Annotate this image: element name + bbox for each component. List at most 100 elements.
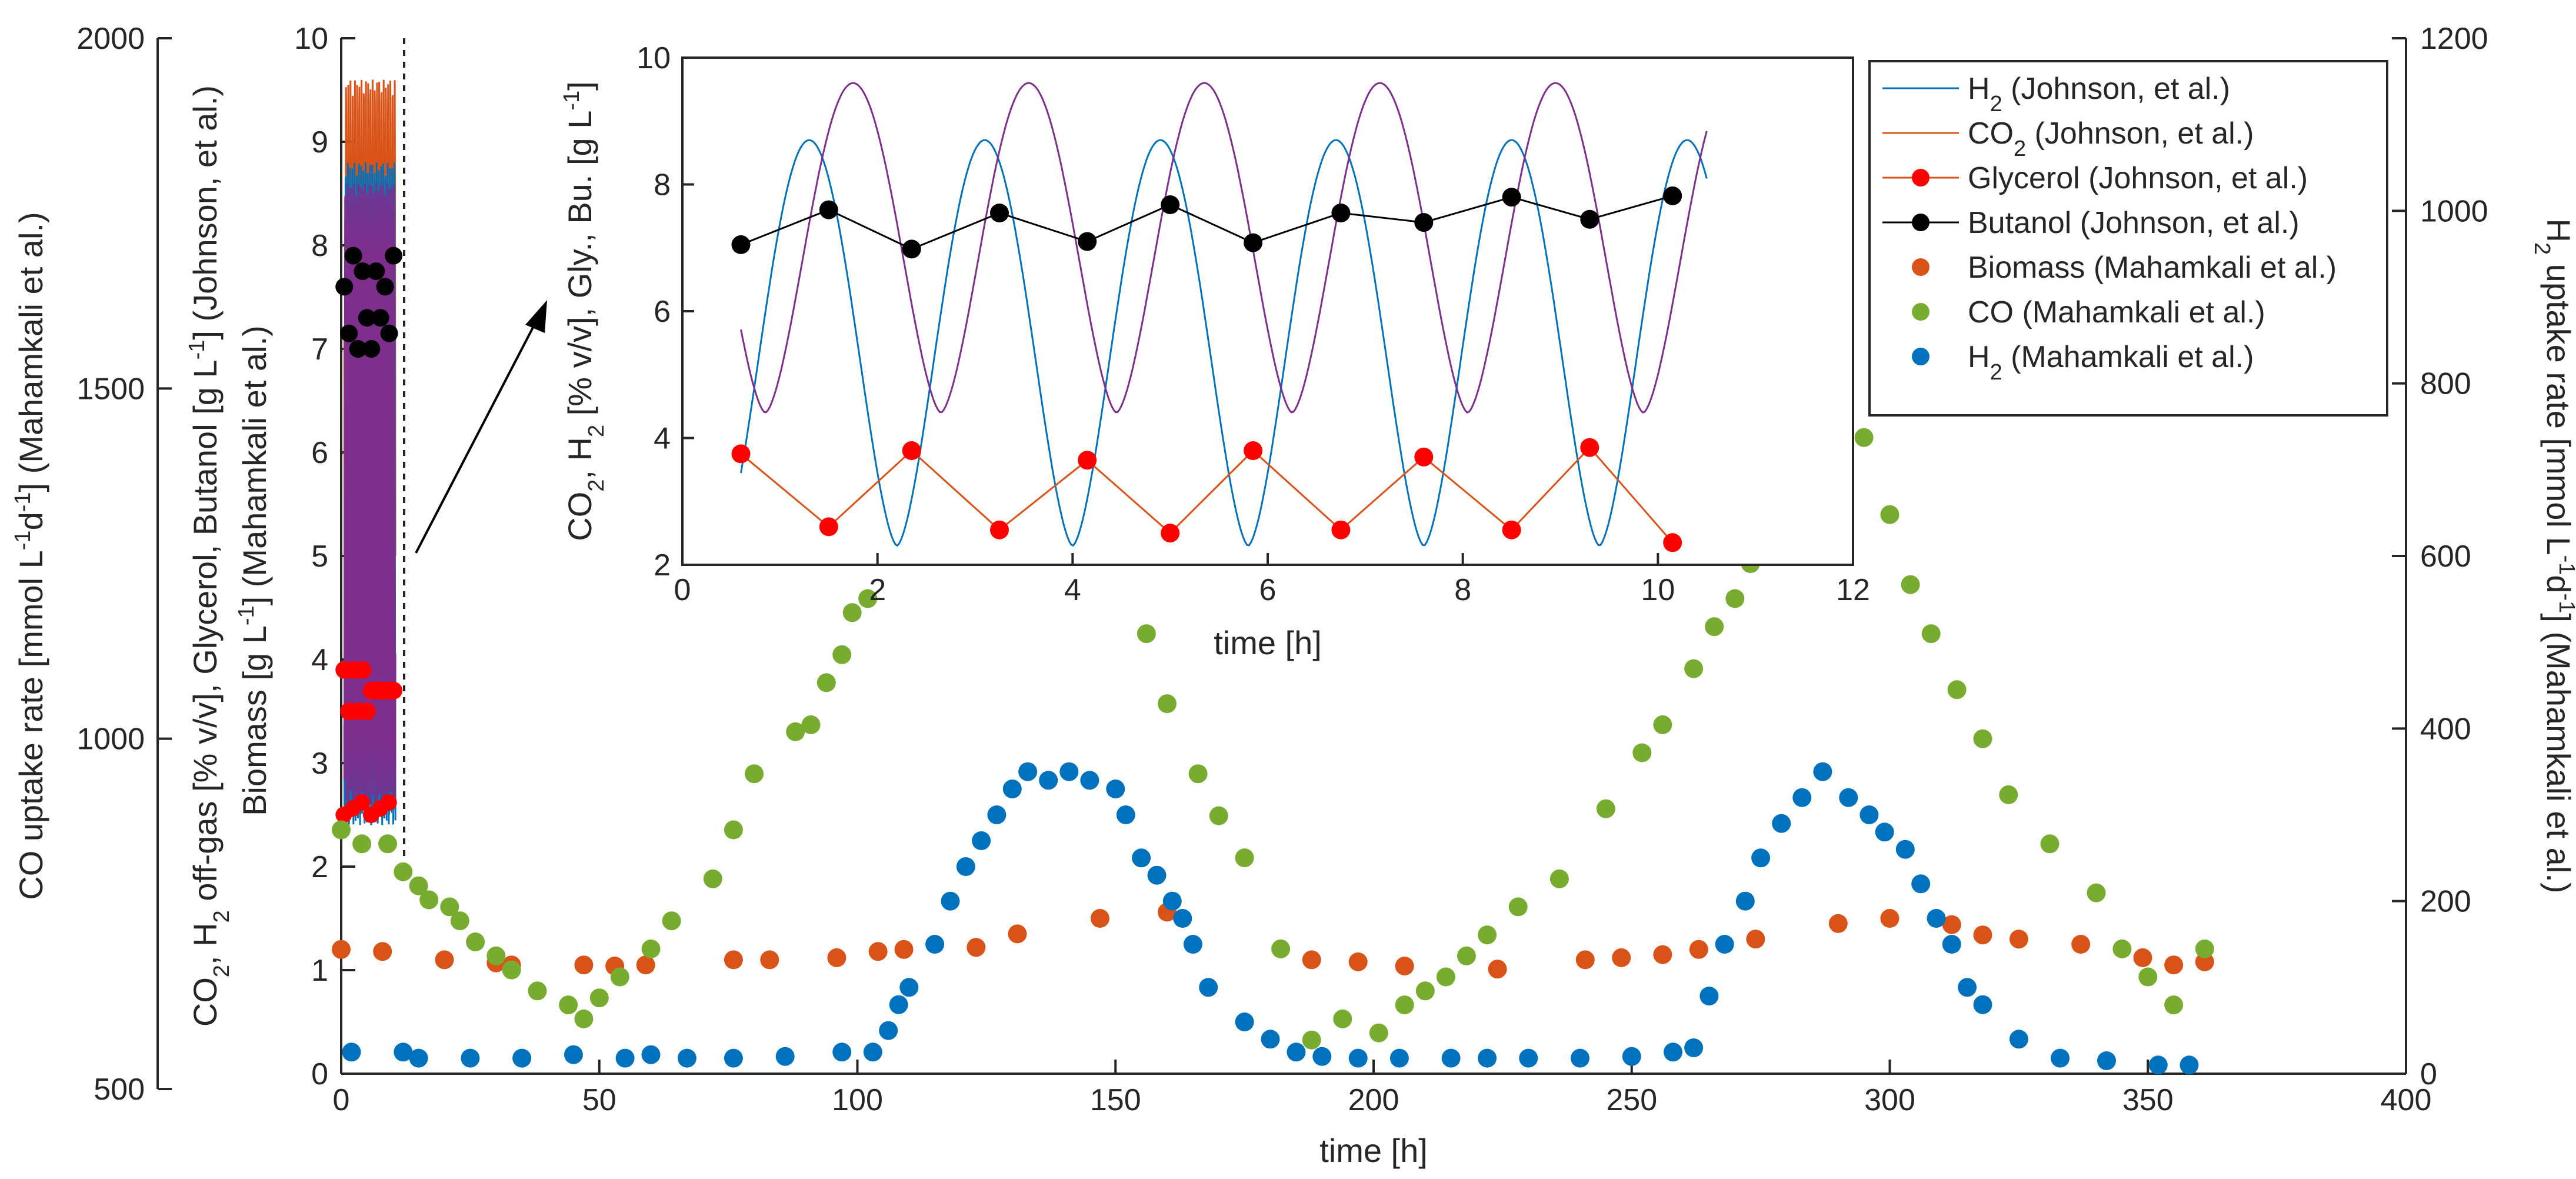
data-point-co — [378, 834, 397, 854]
data-point-h2 — [956, 857, 975, 876]
data-point-h2 — [987, 805, 1007, 824]
data-point-co — [1508, 897, 1528, 917]
data-point-co — [2112, 939, 2132, 958]
inset-y-tick-label: 6 — [654, 295, 671, 329]
overlay-marker — [380, 794, 397, 811]
data-point-co — [1457, 946, 1476, 965]
data-point-biomass — [435, 950, 454, 970]
overlay-marker — [376, 278, 394, 296]
data-point-co — [450, 911, 469, 931]
zoom-arrow — [415, 300, 547, 554]
data-point-h2 — [879, 1021, 898, 1040]
data-point-co — [817, 673, 836, 692]
data-point-h2 — [1106, 780, 1125, 798]
data-point-biomass — [2133, 948, 2152, 967]
legend-swatch-marker — [1912, 348, 1929, 365]
overlay-marker — [371, 309, 389, 327]
data-point-co — [352, 834, 372, 854]
legend-label: Glycerol (Johnson, et al.) — [1968, 161, 2308, 195]
data-point-co — [419, 890, 439, 910]
data-point-h2 — [1199, 978, 1218, 997]
data-point-h2 — [1875, 822, 1894, 842]
data-point-h2 — [2097, 1051, 2116, 1070]
data-point-co — [1901, 575, 1920, 594]
data-point-h2 — [1973, 995, 1992, 1014]
inset-data-point — [1244, 233, 1263, 252]
data-point-biomass — [2164, 955, 2184, 975]
data-point-h2 — [2051, 1048, 2070, 1068]
inset-x-axis-label: time [h] — [1214, 624, 1322, 661]
data-point-h2 — [1715, 935, 1734, 954]
inset-data-point — [1414, 447, 1434, 467]
data-point-h2 — [1173, 909, 1192, 928]
data-point-co — [858, 589, 878, 608]
inset-x-tick-label: 6 — [1259, 573, 1277, 607]
data-point-co — [574, 1009, 594, 1028]
y-tick-label-inner: 5 — [311, 539, 328, 574]
data-point-co — [502, 960, 521, 980]
data-point-co — [745, 764, 764, 784]
data-point-co — [724, 820, 743, 840]
data-point-biomass — [894, 940, 914, 959]
data-point-h2 — [775, 1047, 795, 1066]
data-point-co — [1684, 659, 1704, 678]
data-point-co — [1188, 764, 1208, 784]
y-axis-label-outer: CO uptake rate [mmol L-1d-1] (Mahamkali … — [11, 212, 49, 900]
inset-data-point — [1331, 204, 1351, 222]
data-point-h2 — [2148, 1055, 2168, 1075]
legend-swatch-marker — [1912, 258, 1929, 276]
data-point-h2 — [1235, 1013, 1254, 1031]
x-tick-label: 350 — [2122, 1083, 2174, 1117]
overlay-line — [343, 183, 396, 805]
data-point-biomass — [1395, 957, 1414, 975]
data-point-co — [786, 722, 805, 741]
y-tick-label-right: 400 — [2420, 712, 2471, 746]
overlay-marker — [358, 702, 376, 720]
inset-y-tick-label: 8 — [654, 168, 671, 202]
data-point-biomass — [1653, 945, 1672, 964]
data-point-h2 — [1162, 891, 1182, 911]
inset-x-tick-label: 8 — [1454, 573, 1471, 607]
data-point-co — [1947, 680, 1967, 700]
inset-data-point — [1414, 213, 1434, 232]
data-point-h2 — [1813, 762, 1832, 781]
data-point-h2 — [1287, 1043, 1306, 1062]
data-point-biomass — [967, 938, 986, 957]
data-point-co — [1137, 624, 1156, 644]
data-point-h2 — [1751, 848, 1771, 868]
data-point-h2 — [1684, 1038, 1704, 1057]
data-point-h2 — [1059, 762, 1079, 781]
data-point-biomass — [373, 942, 392, 961]
inset-data-point — [990, 520, 1009, 539]
data-point-co — [1369, 1023, 1388, 1043]
data-point-co — [1271, 939, 1291, 958]
data-point-co — [589, 988, 609, 1008]
y-tick-label-inner: 6 — [311, 436, 328, 470]
x-tick-label: 150 — [1090, 1083, 1141, 1117]
y-tick-label-inner: 8 — [311, 229, 328, 263]
data-point-co — [1549, 869, 1569, 888]
data-point-h2 — [1571, 1048, 1589, 1068]
data-point-co — [1653, 715, 1672, 734]
overlay-marker — [335, 278, 354, 296]
inset-data-point — [1078, 232, 1097, 251]
inset-data-point — [731, 235, 751, 254]
inset-x-tick-label: 4 — [1064, 573, 1081, 607]
inset-data-marks — [731, 82, 1708, 552]
y-tick-label-inner: 10 — [294, 22, 328, 56]
x-tick-label: 0 — [333, 1083, 350, 1117]
inset-data-point — [902, 239, 921, 259]
x-tick-label: 100 — [832, 1083, 883, 1117]
y-tick-label-inner: 1 — [311, 954, 328, 988]
data-point-co — [2164, 995, 2184, 1015]
data-point-h2 — [2180, 1055, 2199, 1075]
data-point-h2 — [1735, 891, 1755, 911]
data-point-co — [2040, 834, 2060, 854]
y-tick-label-right: 1000 — [2420, 194, 2488, 228]
legend-label: CO (Mahamkali et al.) — [1968, 295, 2265, 329]
legend: H2 (Johnson, et al.)CO2 (Johnson, et al.… — [1868, 60, 2388, 417]
data-point-co — [1415, 981, 1435, 1001]
data-point-h2 — [1942, 935, 1961, 954]
y-tick-label-inner: 2 — [311, 850, 328, 884]
